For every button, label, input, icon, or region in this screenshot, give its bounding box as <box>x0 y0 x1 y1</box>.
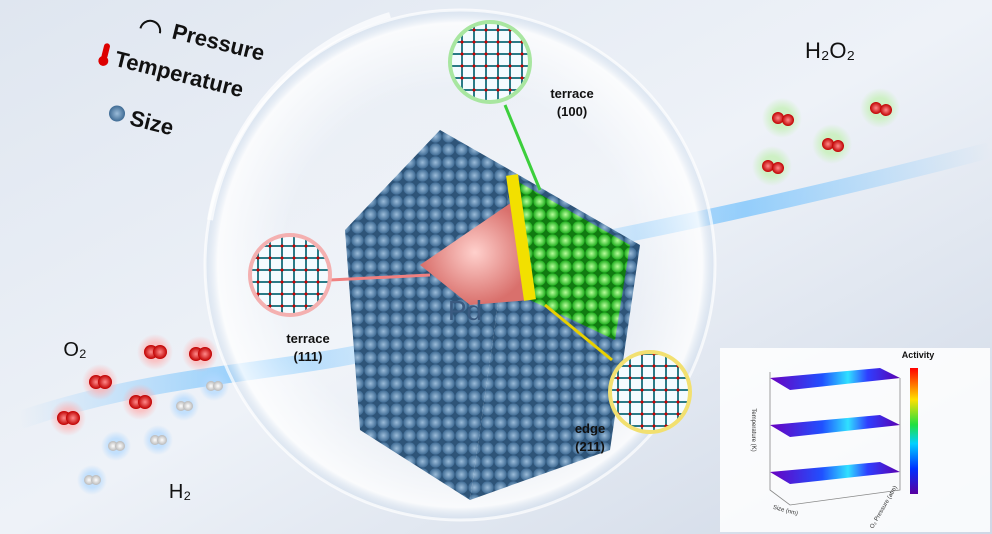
arrow <box>544 303 613 362</box>
o2-molecules <box>50 334 218 436</box>
facet-name: terrace <box>286 331 329 346</box>
facet-name: terrace <box>550 86 593 101</box>
catalyst-label: Pd <box>448 295 482 326</box>
facet-index: (100) <box>557 104 587 119</box>
facet-index: (211) <box>575 439 605 454</box>
inset-100 <box>448 20 532 104</box>
facet-index: (111) <box>294 349 323 364</box>
z-axis-label: Temperature (K) <box>750 408 756 451</box>
h2-molecules <box>77 371 229 495</box>
oxygen-label: O₂ <box>63 339 86 361</box>
inset-111 <box>248 233 332 317</box>
arrow <box>503 104 542 191</box>
facet-name: edge <box>575 421 605 436</box>
colorbar-title: Activity <box>902 350 935 360</box>
inset-211 <box>608 350 692 434</box>
activity-plot <box>720 348 990 532</box>
arrow <box>329 273 431 282</box>
h2o2-molecules <box>752 88 900 186</box>
ring <box>207 12 391 221</box>
pd-nanoparticle <box>345 130 640 500</box>
hydrogen-label: H₂ <box>169 481 191 503</box>
product-label: H₂O₂ <box>805 38 855 63</box>
